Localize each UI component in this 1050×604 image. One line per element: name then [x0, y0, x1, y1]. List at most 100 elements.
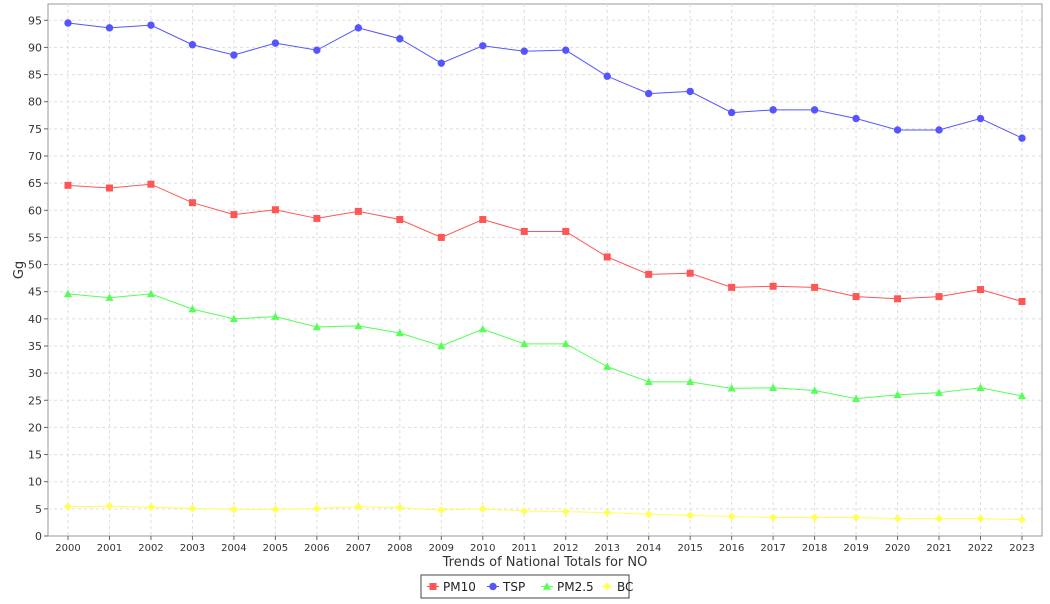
data-point-pm2-5 [561, 339, 570, 348]
data-point-pm2-5 [271, 312, 280, 320]
data-point-pm10 [147, 180, 155, 188]
series-line-pm2-5 [67, 293, 1023, 400]
data-point-bc [271, 505, 280, 514]
data-point-pm10 [437, 233, 445, 241]
series-line-bc [67, 505, 1023, 521]
x-tick-label: 2006 [304, 543, 329, 554]
data-point-pm2-5 [312, 322, 321, 331]
data-point-pm2-5 [478, 324, 487, 333]
y-tick-label: 65 [28, 177, 42, 190]
data-point-bc [603, 508, 612, 517]
x-tick-label: 2012 [553, 543, 578, 554]
data-point-bc [727, 512, 736, 521]
data-point-pm10 [686, 269, 694, 277]
x-tick-label: 2009 [429, 543, 454, 554]
data-point-pm10 [894, 295, 902, 303]
x-tick-label: 2001 [97, 543, 122, 554]
data-point-tsp [188, 41, 197, 49]
y-tick-label: 30 [28, 367, 42, 380]
data-point-pm10 [271, 206, 279, 214]
data-point-bc [64, 502, 72, 511]
y-tick-label: 90 [28, 41, 42, 54]
data-point-bc [188, 504, 197, 513]
data-point-tsp [603, 72, 611, 80]
data-point-bc [893, 514, 902, 523]
data-point-tsp [230, 51, 238, 59]
data-point-tsp [520, 47, 528, 55]
data-point-bc [686, 511, 695, 520]
data-point-bc [395, 503, 404, 512]
data-point-bc [561, 507, 570, 516]
data-point-pm2-5 [354, 321, 363, 330]
data-point-tsp [935, 126, 943, 134]
data-point-pm10 [769, 282, 777, 290]
data-point-bc [312, 504, 321, 513]
data-point-pm2-5 [395, 328, 404, 337]
x-tick-label: 2011 [512, 543, 537, 554]
data-point-tsp [147, 21, 155, 29]
data-point-tsp [64, 19, 72, 27]
y-tick-label: 55 [28, 231, 42, 244]
data-point-pm10 [354, 207, 362, 215]
x-tick-label: 2015 [677, 543, 702, 554]
data-point-pm10 [188, 199, 196, 207]
x-tick-label: 2014 [636, 543, 661, 554]
y-tick-label: 35 [28, 340, 42, 353]
data-point-pm2-5 [976, 383, 985, 391]
y-tick-label: 20 [28, 421, 42, 434]
data-point-pm2-5 [810, 386, 819, 394]
legend-label: TSP [502, 580, 525, 594]
data-point-tsp [479, 42, 487, 50]
data-point-tsp [1018, 134, 1026, 142]
legend-item-pm10: PM10 [427, 580, 476, 594]
data-point-pm2-5 [1018, 391, 1026, 400]
x-tick-label: 2002 [138, 543, 163, 554]
legend-marker [429, 583, 437, 590]
series-pm2-5 [64, 289, 1026, 402]
data-point-tsp [852, 114, 860, 123]
legend-label: PM10 [443, 580, 476, 594]
x-tick-label: 2022 [968, 543, 993, 554]
data-point-pm2-5 [146, 289, 155, 298]
data-point-pm10 [64, 181, 72, 189]
y-tick-label: 95 [28, 14, 42, 27]
data-point-pm2-5 [437, 341, 446, 350]
x-tick-label: 2018 [802, 543, 827, 554]
series-line-tsp [67, 22, 1023, 139]
data-point-bc [146, 503, 155, 512]
x-tick-label: 2016 [719, 543, 744, 554]
y-tick-label: 10 [28, 476, 42, 489]
data-point-pm10 [603, 253, 611, 261]
x-tick-label: 2005 [263, 543, 288, 554]
data-point-pm10 [935, 293, 943, 301]
x-tick-label: 2007 [346, 543, 371, 554]
legend-marker [489, 582, 497, 591]
data-point-tsp [976, 114, 985, 123]
legend-item-pm2-5: PM2.5 [541, 580, 594, 594]
data-point-bc [644, 510, 653, 519]
legend-box [420, 574, 630, 599]
legend-label: BC [617, 580, 633, 594]
data-point-pm2-5 [769, 383, 778, 391]
x-tick-label: 2003 [180, 543, 205, 554]
data-point-pm10 [728, 283, 736, 291]
x-tick-label: 2000 [55, 543, 80, 554]
data-point-bc [229, 505, 238, 514]
data-point-pm10 [479, 216, 487, 224]
data-point-pm10 [313, 214, 321, 222]
x-tick-label: 2017 [760, 543, 785, 554]
y-tick-label: 50 [28, 259, 42, 272]
data-point-bc [354, 502, 363, 511]
data-point-pm10 [852, 293, 860, 301]
data-point-tsp [354, 24, 363, 32]
data-point-pm10 [811, 283, 819, 291]
data-point-tsp [644, 89, 653, 98]
data-point-tsp [271, 39, 280, 47]
data-point-tsp [313, 46, 321, 54]
legend-marker [603, 582, 611, 591]
data-point-bc [769, 513, 778, 522]
data-point-pm2-5 [229, 314, 238, 323]
data-point-pm10 [396, 216, 404, 224]
legend-marker [543, 582, 551, 590]
